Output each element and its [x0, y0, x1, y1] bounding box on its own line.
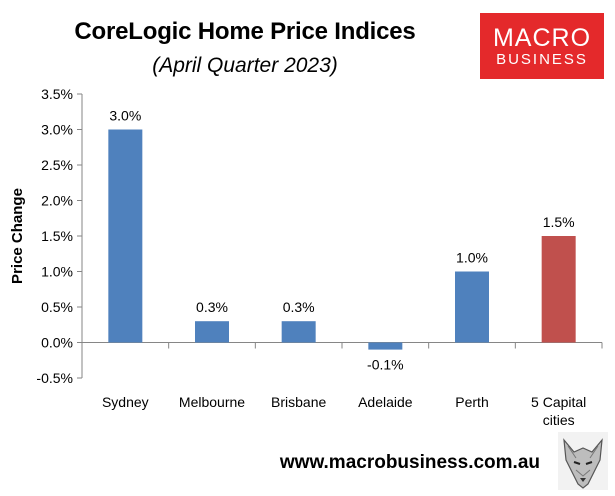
data-label: 3.0%: [109, 108, 141, 124]
bar-brisbane: [281, 321, 316, 343]
y-tick-label: 0.0%: [41, 335, 73, 351]
data-label: -0.1%: [367, 357, 404, 373]
data-label: 1.5%: [543, 214, 575, 230]
bar-perth: [455, 271, 489, 343]
chart-axes: -0.5% 0.0% 0.5% 1.0% 1.5% 2.0% 2.5% 3.0% 3.5%: [36, 86, 603, 386]
category-label: Melbourne: [179, 394, 245, 410]
chart-title: CoreLogic Home Price Indices: [74, 18, 416, 45]
bar-adelaide: [368, 342, 403, 350]
category-label: Brisbane: [271, 394, 326, 410]
category-label: cities: [543, 412, 575, 428]
bar-5-capital-cities: [541, 236, 576, 343]
y-tick-label: 0.5%: [41, 299, 73, 315]
y-tick-label: -0.5%: [36, 370, 73, 386]
footer-url: www.macrobusiness.com.au: [279, 452, 540, 473]
y-tick-label: 1.5%: [41, 228, 73, 244]
y-tick-label: 1.0%: [41, 264, 73, 280]
y-axis-label: Price Change: [9, 188, 26, 284]
chart-bars: [108, 129, 576, 350]
y-tick-label: 3.5%: [41, 86, 73, 102]
logo-line-1: MACRO: [492, 24, 592, 52]
data-label: 0.3%: [283, 299, 315, 315]
logo-line-2: BUSINESS: [496, 51, 588, 68]
y-tick-label: 2.5%: [41, 157, 73, 173]
bar-sydney: [108, 129, 143, 343]
chart-labels: 3.0% Sydney 0.3% Melbourne 0.3% Brisbane -0.1%…: [102, 108, 586, 429]
wolf-icon: [558, 432, 608, 490]
category-label: Sydney: [102, 394, 149, 410]
chart-subtitle: (April Quarter 2023): [152, 54, 338, 77]
y-tick-label: 3.0%: [41, 122, 73, 138]
category-label: Perth: [455, 394, 488, 410]
macrobusiness-logo: MACRO BUSINESS: [480, 13, 604, 79]
bar-melbourne: [195, 321, 229, 343]
data-label: 0.3%: [196, 299, 228, 315]
y-tick-label: 2.0%: [41, 193, 73, 209]
category-label: Adelaide: [358, 394, 413, 410]
data-label: 1.0%: [456, 250, 488, 266]
category-label: 5 Capital: [531, 394, 586, 410]
